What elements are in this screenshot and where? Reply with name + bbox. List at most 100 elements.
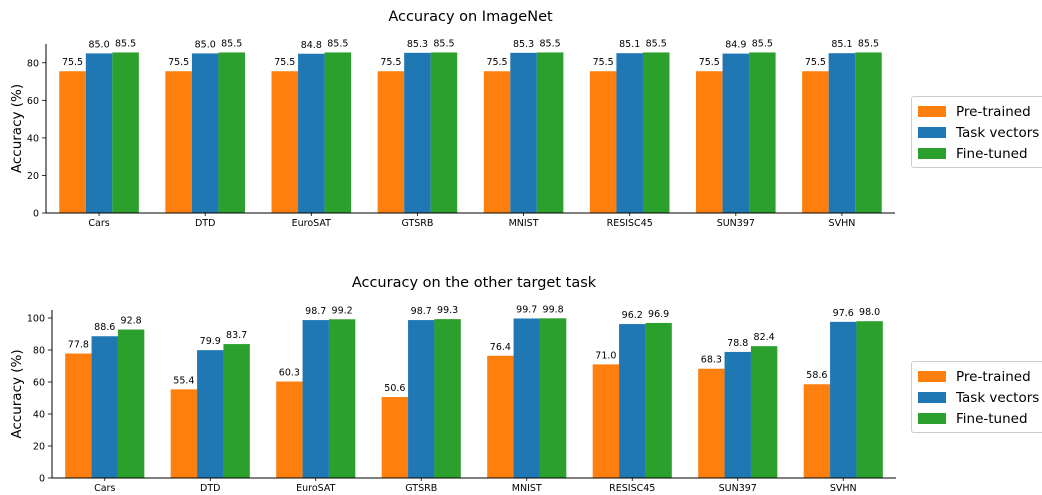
bar-value-label: 77.8 xyxy=(68,340,89,351)
legend-swatch xyxy=(918,371,946,382)
bar-value-label: 98.7 xyxy=(411,306,432,317)
legend-label: Task vectors xyxy=(956,389,1040,406)
bar xyxy=(592,364,620,478)
bar-value-label: 75.5 xyxy=(593,57,614,68)
bar-value-label: 99.3 xyxy=(437,305,458,316)
bar-value-label: 85.3 xyxy=(513,39,534,50)
bar-value-label: 98.7 xyxy=(305,306,326,317)
bar xyxy=(722,53,750,213)
y-tick-label: 80 xyxy=(33,346,45,357)
bar xyxy=(298,53,325,214)
bar xyxy=(117,329,145,478)
bar xyxy=(803,384,831,478)
bar xyxy=(539,318,567,478)
x-tick-label: RESISC45 xyxy=(609,483,655,494)
bar-value-label: 85.5 xyxy=(540,38,561,49)
bar xyxy=(698,368,725,478)
x-tick-label: EuroSAT xyxy=(292,218,332,229)
y-tick-label: 0 xyxy=(39,474,45,485)
bar xyxy=(328,319,356,478)
bar xyxy=(830,321,857,478)
bar-value-label: 99.7 xyxy=(516,304,537,315)
bar xyxy=(487,355,514,478)
x-tick-label: SUN397 xyxy=(719,483,757,494)
bar-value-label: 75.5 xyxy=(805,57,826,68)
bar-value-label: 97.6 xyxy=(833,308,854,319)
bar xyxy=(59,71,86,213)
x-tick-label: SVHN xyxy=(830,483,857,494)
bar xyxy=(404,52,431,213)
bar xyxy=(302,320,329,478)
bar-value-label: 85.5 xyxy=(752,38,773,49)
legend-item: Task vectors xyxy=(918,387,1039,408)
y-axis-label: Accuracy (%) xyxy=(9,84,25,173)
legend-bottom: Pre-trained Task vectors Fine-tuned xyxy=(911,361,1042,433)
bar xyxy=(434,319,461,478)
x-tick-label: Cars xyxy=(94,483,115,494)
bar-value-label: 60.3 xyxy=(279,368,300,379)
chart-0: 75.5 85.0 85.5 Cars 75.5 85.0 85.5 DTD 75.5 84.8 8… xyxy=(9,9,895,229)
y-tick-label: 100 xyxy=(27,314,45,325)
legend-label: Pre-trained xyxy=(956,103,1031,120)
bar-value-label: 55.4 xyxy=(173,375,194,386)
bar-value-label: 85.5 xyxy=(221,38,242,49)
bar xyxy=(276,381,303,478)
bar xyxy=(642,52,670,214)
y-tick-label: 60 xyxy=(27,96,39,107)
bar xyxy=(645,322,672,478)
bar-value-label: 75.5 xyxy=(168,57,189,68)
bar-value-label: 85.0 xyxy=(195,39,216,50)
bar-value-label: 85.1 xyxy=(831,39,852,50)
bar-value-label: 83.7 xyxy=(226,330,247,341)
bar-value-label: 79.9 xyxy=(200,336,221,347)
bar xyxy=(696,71,723,213)
bar-value-label: 75.5 xyxy=(486,57,507,68)
bar xyxy=(619,324,646,478)
bar-value-label: 75.5 xyxy=(380,57,401,68)
bar-value-label: 68.3 xyxy=(701,355,722,366)
legend-label: Fine-tuned xyxy=(956,410,1028,427)
bar xyxy=(223,344,250,478)
bar-value-label: 82.4 xyxy=(754,332,775,343)
bar-value-label: 88.6 xyxy=(94,322,115,333)
x-tick-label: SUN397 xyxy=(717,218,755,229)
bar-value-label: 85.5 xyxy=(646,38,667,49)
y-tick-label: 20 xyxy=(27,171,39,182)
bar-value-label: 76.4 xyxy=(490,342,511,353)
y-tick-label: 40 xyxy=(27,133,39,144)
bar xyxy=(856,321,883,478)
x-tick-label: RESISC45 xyxy=(607,218,653,229)
x-tick-label: GTSRB xyxy=(405,483,437,494)
legend-swatch xyxy=(918,413,946,424)
bar xyxy=(85,53,113,213)
bar xyxy=(589,71,617,213)
bar-value-label: 98.0 xyxy=(859,307,880,318)
legend-top: Pre-trained Task vectors Fine-tuned xyxy=(911,96,1042,168)
legend-label: Task vectors xyxy=(956,124,1040,141)
bar-value-label: 75.5 xyxy=(62,57,83,68)
bar-value-label: 85.1 xyxy=(619,39,640,50)
bar xyxy=(170,389,198,478)
bar-value-label: 71.0 xyxy=(595,350,616,361)
x-tick-label: MNIST xyxy=(512,483,542,494)
bar-value-label: 58.6 xyxy=(806,370,827,381)
y-tick-label: 40 xyxy=(33,410,45,421)
bar xyxy=(510,52,537,213)
bar-value-label: 85.5 xyxy=(327,38,348,49)
bar xyxy=(750,346,778,478)
bar-value-label: 85.0 xyxy=(88,39,109,50)
bar-value-label: 75.5 xyxy=(274,57,295,68)
legend-label: Fine-tuned xyxy=(956,145,1028,162)
bar-value-label: 92.8 xyxy=(121,316,142,327)
legend-swatch xyxy=(918,127,946,138)
bar-value-label: 99.8 xyxy=(543,304,564,315)
bar xyxy=(828,53,856,214)
bar xyxy=(408,320,435,478)
bar xyxy=(65,353,92,478)
bar xyxy=(724,351,751,478)
x-tick-label: GTSRB xyxy=(401,218,433,229)
chart-title: Accuracy on ImageNet xyxy=(388,9,553,25)
y-tick-label: 80 xyxy=(27,58,39,69)
x-tick-label: EuroSAT xyxy=(296,483,336,494)
